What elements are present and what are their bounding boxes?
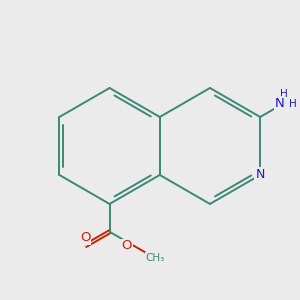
Text: O: O xyxy=(122,239,132,252)
Text: H: H xyxy=(289,99,296,109)
Text: H: H xyxy=(280,89,288,100)
Text: CH₃: CH₃ xyxy=(146,253,165,263)
Text: N: N xyxy=(274,97,284,110)
Text: N: N xyxy=(256,169,265,182)
Text: O: O xyxy=(80,231,91,244)
